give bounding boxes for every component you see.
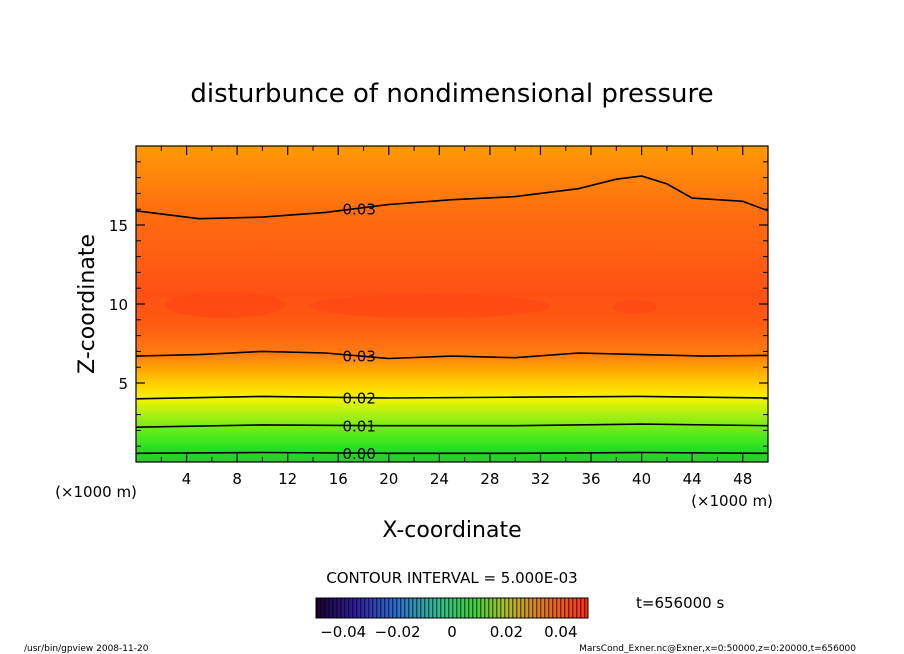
x-tick-label: 20 [379,470,398,488]
time-label: t=656000 s [636,594,724,612]
x-tick-label: 36 [581,470,600,488]
x-tick-label: 40 [632,470,651,488]
colorbar-frame [315,597,589,619]
colorbar-tick-label: 0 [447,623,457,641]
x-axis: 4 8 12 16 20 24 28 32 36 40 44 48 [160,146,752,488]
x-tick-label: 28 [480,470,499,488]
contour-label: 0.03 [342,200,375,218]
colorbar-tick-label: 0.02 [490,623,523,641]
field-blob [165,292,285,318]
x-tick-label: 4 [182,470,192,488]
contour-line [136,395,768,400]
x-tick-label: 12 [278,470,297,488]
colorbar-tick-label: 0.04 [544,623,577,641]
colorbar-stripes [316,598,588,618]
contour-label: 0.01 [342,417,375,435]
plot-field: 0.00 0.01 0.02 0.03 0.03 [136,146,768,463]
y-tick-label: 15 [109,217,128,235]
x-tick-label: 16 [329,470,348,488]
x-tick-label: 48 [733,470,752,488]
y-axis-unit: (×1000 m) [55,483,137,501]
y-axis: 5 10 15 [109,161,768,447]
contour-line [136,423,768,428]
contour-label: 0.02 [342,390,375,408]
contour-line [136,175,768,220]
chart-title: disturbunce of nondimensional pressure [190,79,713,109]
contour-lines: 0.00 0.01 0.02 0.03 0.03 [136,175,768,463]
x-tick-label: 44 [683,470,702,488]
y-tick-label: 10 [109,296,128,314]
footer-left: /usr/bin/gpview 2008-11-20 [24,644,149,654]
x-tick-label: 8 [232,470,242,488]
x-tick-label: 24 [430,470,449,488]
contour-label: 0.03 [342,348,375,366]
y-tick-label: 5 [118,375,128,393]
colorbar: −0.04 −0.02 0 0.02 0.04 [315,597,589,641]
x-tick-label: 32 [531,470,550,488]
contour-line [136,350,768,360]
colorbar-tick-label: −0.02 [375,623,421,641]
x-axis-label: X-coordinate [382,518,521,543]
colorbar-tick-label: −0.04 [320,623,366,641]
footer-right: MarsCond_Exner.nc@Exner,x=0:50000,z=0:20… [579,644,856,654]
y-axis-label: Z-coordinate [75,234,100,374]
contour-line [136,451,768,455]
field-blob [613,300,657,314]
contour-interval-label: CONTOUR INTERVAL = 5.000E-03 [326,569,577,587]
contour-label: 0.00 [342,445,375,463]
x-axis-unit: (×1000 m) [691,492,773,510]
field-blob [310,294,550,318]
